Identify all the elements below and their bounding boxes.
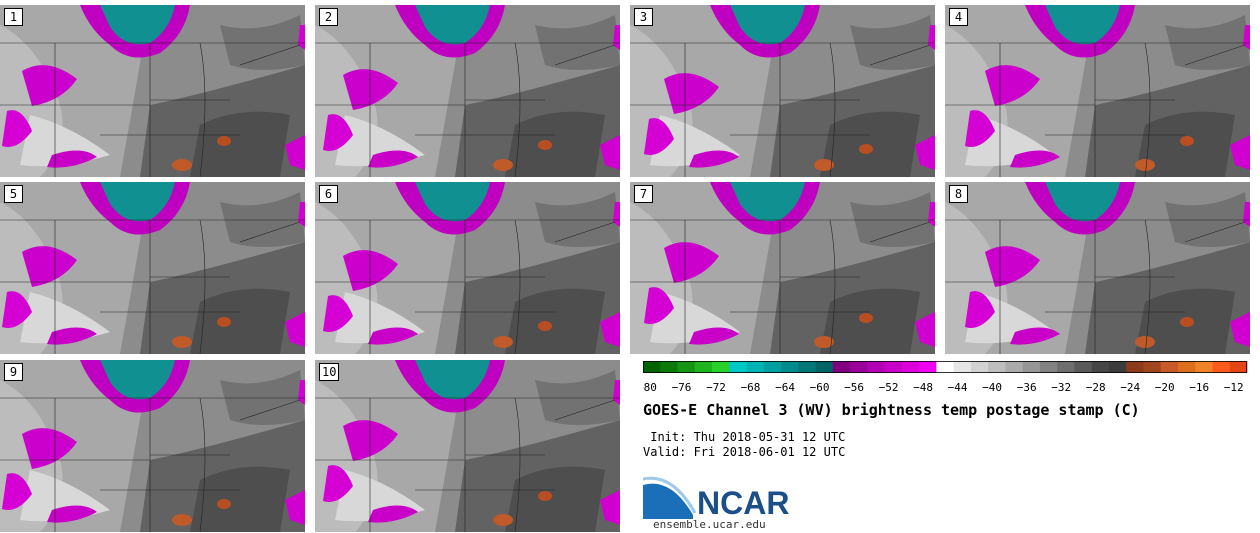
colorbar-segment	[988, 361, 1006, 373]
colorbar-tick-label: −60	[810, 381, 830, 394]
colorbar-segment	[1022, 361, 1041, 373]
ncar-logo-swoosh-icon	[643, 483, 693, 519]
ensemble-member-panel: 10	[315, 360, 620, 532]
panel-number-label: 7	[634, 185, 653, 203]
water-vapor-map	[315, 5, 620, 177]
colorbar-segment	[677, 361, 696, 373]
ncar-logo-text: NCAR	[697, 485, 789, 519]
colorbar-segment	[1212, 361, 1231, 373]
panel-number-label: 9	[4, 363, 23, 381]
colorbar-segment	[884, 361, 903, 373]
colorbar-segment	[694, 361, 713, 373]
colorbar-segment	[815, 361, 834, 373]
colorbar-segment	[1229, 361, 1248, 373]
colorbar-tick-label: −44	[948, 381, 968, 394]
ensemble-member-panel: 6	[315, 182, 620, 354]
colorbar-segment	[1160, 361, 1179, 373]
colorbar-tick-label: −80	[643, 381, 657, 394]
colorbar-tick-label: −64	[775, 381, 795, 394]
ensemble-member-panel: 4	[945, 5, 1250, 177]
water-vapor-map	[945, 5, 1250, 177]
colorbar-segment	[936, 361, 955, 373]
colorbar-segment	[1005, 361, 1024, 373]
water-vapor-map	[315, 360, 620, 532]
colorbar-tick-label: −32	[1051, 381, 1071, 394]
colorbar-tick-label: −52	[879, 381, 899, 394]
colorbar-segment	[970, 361, 989, 373]
colorbar-segment	[643, 361, 661, 373]
colorbar-segment	[763, 361, 782, 373]
colorbar-tick-label: −28	[1086, 381, 1106, 394]
colorbar-segment	[867, 361, 885, 373]
colorbar-segment	[1057, 361, 1075, 373]
colorbar-segment	[729, 361, 747, 373]
colorbar-segment	[1177, 361, 1196, 373]
water-vapor-map	[630, 5, 935, 177]
water-vapor-map	[945, 182, 1250, 354]
colorbar-segment	[781, 361, 799, 373]
water-vapor-map	[0, 182, 305, 354]
colorbar-segment	[1074, 361, 1093, 373]
panel-number-label: 8	[949, 185, 968, 203]
panel-number-label: 4	[949, 8, 968, 26]
colorbar-tick-label: −48	[913, 381, 933, 394]
ensemble-member-panel: 2	[315, 5, 620, 177]
valid-time: Valid: Fri 2018-06-01 12 UTC	[643, 445, 846, 459]
colorbar-tick-label: −40	[982, 381, 1002, 394]
panel-number-label: 6	[319, 185, 338, 203]
chart-title: GOES-E Channel 3 (WV) brightness temp po…	[643, 401, 1140, 419]
colorbar-segment	[832, 361, 851, 373]
ensemble-member-panel: 5	[0, 182, 305, 354]
panel-number-label: 3	[634, 8, 653, 26]
colorbar-tick-label: −24	[1120, 381, 1140, 394]
panel-number-label: 2	[319, 8, 338, 26]
colorbar-segment	[798, 361, 816, 373]
colorbar-segment	[712, 361, 730, 373]
colorbar-segment	[1039, 361, 1058, 373]
colorbar-tick-label: −72	[706, 381, 726, 394]
colorbar-tick-label: −16	[1189, 381, 1209, 394]
ensemble-member-panel: 8	[945, 182, 1250, 354]
colorbar-segment	[901, 361, 920, 373]
site-url: ensemble.ucar.edu	[653, 518, 766, 531]
colorbar-segment	[1195, 361, 1213, 373]
colorbar-tick-label: −36	[1017, 381, 1037, 394]
ensemble-member-panel: 1	[0, 5, 305, 177]
colorbar: −80 −76 −72 −68 −64 −60 −56 −52 −48 −44 −40 −36 −32 −…	[643, 361, 1248, 394]
colorbar-segment	[746, 361, 765, 373]
colorbar-tick-label: −68	[741, 381, 761, 394]
panel-number-label: 1	[4, 8, 23, 26]
colorbar-segment	[850, 361, 868, 373]
colorbar-segment	[660, 361, 678, 373]
colorbar-segment	[1143, 361, 1162, 373]
ensemble-member-panel: 7	[630, 182, 935, 354]
water-vapor-map	[0, 5, 305, 177]
water-vapor-map	[315, 182, 620, 354]
colorbar-segment	[1108, 361, 1127, 373]
colorbar-segment	[919, 361, 937, 373]
panel-number-label: 10	[319, 363, 340, 381]
panel-number-label: 5	[4, 185, 23, 203]
colorbar-tick-label: −76	[672, 381, 692, 394]
colorbar-segment	[1091, 361, 1110, 373]
ensemble-member-panel: 3	[630, 5, 935, 177]
ensemble-member-panel: 9	[0, 360, 305, 532]
colorbar-segment	[953, 361, 972, 373]
colorbar-tick-label: −20	[1155, 381, 1175, 394]
colorbar-segment	[1126, 361, 1144, 373]
water-vapor-map	[630, 182, 935, 354]
ncar-logo: NCAR	[643, 476, 789, 519]
water-vapor-map	[0, 360, 305, 532]
init-time: Init: Thu 2018-05-31 12 UTC	[643, 430, 846, 444]
colorbar-tick-label: −12	[1224, 381, 1244, 394]
colorbar-tick-label: −56	[844, 381, 864, 394]
